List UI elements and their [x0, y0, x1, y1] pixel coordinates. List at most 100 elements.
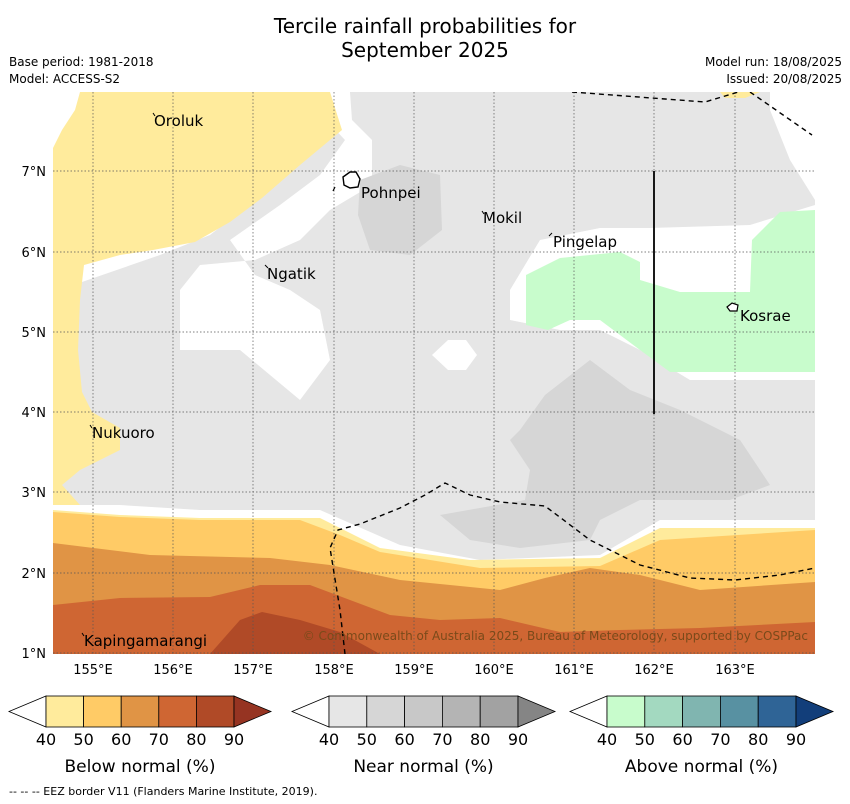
near-normal-patch-center	[255, 420, 370, 495]
lon-tick: 163°E	[715, 663, 755, 678]
colorbar-tick-label: 60	[394, 730, 414, 749]
pohnpei-islet	[332, 186, 336, 192]
colorbar-segment	[720, 695, 759, 728]
white-hex	[432, 340, 477, 370]
colorbar-segment	[158, 695, 197, 728]
colorbar-segment	[195, 695, 235, 728]
title-line-1: Tercile rainfall probabilities for	[273, 14, 577, 38]
colorbar-tick-label: 80	[748, 730, 768, 749]
colorbar-caption: Below normal (%)	[65, 757, 216, 777]
meta-left: Base period: 1981-2018 Model: ACCESS-S2	[9, 54, 154, 88]
colorbar-segment	[45, 695, 84, 728]
colorbar-tick-label: 40	[36, 730, 56, 749]
lon-tick: 160°E	[474, 663, 514, 678]
eez-note: -- -- -- EEZ border V11 (Flanders Marine…	[9, 785, 318, 798]
meta-right: Model run: 18/08/2025 Issued: 20/08/2025	[705, 54, 842, 88]
lon-tick: 159°E	[394, 663, 434, 678]
place-kapingamarangi: Kapingamarangi	[84, 632, 207, 650]
colorbar-max-triangle	[517, 695, 557, 728]
colorbar-0: 40 50 60 70 80 90 Below normal (%)	[7, 695, 273, 777]
colorbar-segment	[757, 695, 797, 728]
place-oroluk: Oroluk	[154, 112, 203, 130]
colorbar-tick-label: 70	[710, 730, 730, 749]
colorbar-segment	[83, 695, 122, 728]
white-gap-northeast	[770, 92, 815, 200]
below-normal-west	[53, 92, 342, 505]
probability-fields	[53, 92, 815, 654]
colorbar-tick-label: 40	[597, 730, 617, 749]
atoll-markers	[81, 112, 553, 637]
colorbar-tick-label: 70	[149, 730, 169, 749]
near-normal-patch-south	[440, 360, 770, 548]
place-pingelap: Pingelap	[553, 233, 617, 251]
colorbar-tick-label: 80	[186, 730, 206, 749]
colorbar-caption: Near normal (%)	[353, 757, 493, 777]
colorbar-segment	[366, 695, 405, 728]
longitude-ticks: 155°E 156°E 157°E 158°E 159°E 160°E 161°…	[73, 663, 755, 678]
colorbar-segment	[441, 695, 481, 728]
eez-borders	[329, 92, 815, 654]
lat-tick: 1°N	[22, 647, 47, 662]
colorbar-tick-label: 80	[470, 730, 490, 749]
colorbar-segment	[606, 695, 646, 728]
issued-date: Issued: 20/08/2025	[726, 72, 842, 86]
colorbar-tick-label: 70	[432, 730, 452, 749]
lon-tick: 161°E	[554, 663, 594, 678]
lat-tick: 3°N	[22, 486, 47, 501]
lon-tick: 157°E	[233, 663, 273, 678]
colorbar-tick-label: 60	[672, 730, 692, 749]
colorbar-tick-label: 90	[224, 730, 244, 749]
near-normal-patch-pohnpei	[358, 165, 442, 255]
colorbar-min-triangle	[290, 695, 330, 728]
colorbar-1: 40 50 60 70 80 90 Near normal (%)	[290, 695, 557, 777]
colorbar-2: 40 50 60 70 80 90 Above normal (%)	[568, 695, 835, 777]
base-period: Base period: 1981-2018	[9, 55, 154, 69]
place-kosrae: Kosrae	[740, 307, 791, 325]
colorbar-caption: Above normal (%)	[625, 757, 778, 777]
below-normal-south-80	[210, 612, 380, 654]
copyright-credit: © Commonwealth of Australia 2025, Bureau…	[303, 629, 808, 643]
map-title: Tercile rainfall probabilities for Septe…	[0, 14, 850, 62]
colorbar-tick-label: 50	[73, 730, 93, 749]
place-nukuoro: Nukuoro	[92, 424, 155, 442]
latitude-ticks: 7°N 6°N 5°N 4°N 3°N 2°N 1°N	[22, 165, 47, 662]
lat-tick: 5°N	[22, 326, 47, 341]
kosrae-island	[726, 302, 739, 312]
lat-tick: 4°N	[22, 406, 47, 421]
colorbar-tick-label: 50	[635, 730, 655, 749]
colorbar-segment	[644, 695, 683, 728]
below-normal-north-sliver	[720, 92, 760, 98]
lon-tick: 162°E	[634, 663, 674, 678]
lat-tick: 7°N	[22, 165, 47, 180]
lat-tick: 6°N	[22, 246, 47, 261]
colorbar-tick-label: 90	[786, 730, 806, 749]
colorbar-segment	[120, 695, 160, 728]
model-run: Model run: 18/08/2025	[704, 55, 842, 69]
colorbar-segment	[682, 695, 721, 728]
colorbar-min-triangle	[568, 695, 608, 728]
lon-tick: 158°E	[314, 663, 354, 678]
pohnpei-island	[342, 171, 361, 189]
place-pohnpei: Pohnpei	[361, 184, 421, 202]
colorbar-tick-label: 40	[319, 730, 339, 749]
colorbar-max-triangle	[795, 695, 835, 728]
colorbar-min-triangle	[7, 695, 47, 728]
colorbar-segment	[479, 695, 519, 728]
lon-tick: 156°E	[153, 663, 193, 678]
place-labels: Oroluk Pohnpei Mokil Pingelap Ngatik Kos…	[84, 112, 791, 650]
lon-tick: 155°E	[73, 663, 113, 678]
white-gap-west	[180, 92, 372, 400]
place-mokil: Mokil	[483, 209, 522, 227]
model-name: Model: ACCESS-S2	[9, 72, 121, 86]
place-ngatik: Ngatik	[267, 265, 316, 283]
lat-tick: 2°N	[22, 567, 47, 582]
colorbar-segment	[404, 695, 443, 728]
colorbar-tick-label: 90	[508, 730, 528, 749]
colorbar-segment	[328, 695, 368, 728]
colorbar-tick-label: 60	[111, 730, 131, 749]
title-line-2: September 2025	[341, 38, 509, 62]
colorbar-tick-label: 50	[357, 730, 377, 749]
colorbar-max-triangle	[233, 695, 273, 728]
colorbars: 40 50 60 70 80 90 Below normal (%) 40 50 60 70 80 90…	[7, 695, 835, 777]
